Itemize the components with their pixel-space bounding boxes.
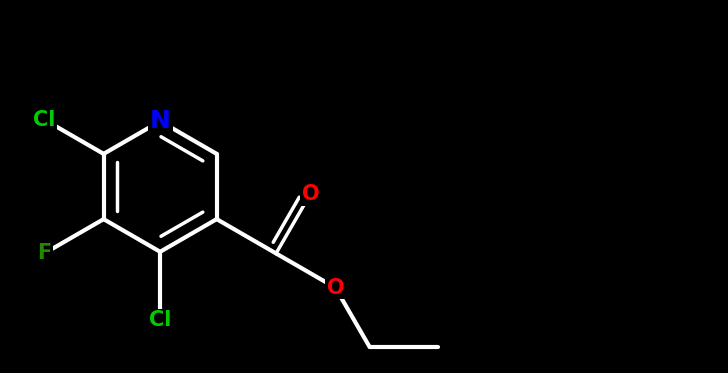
Text: O: O bbox=[301, 184, 319, 204]
Text: Cl: Cl bbox=[33, 110, 55, 129]
Text: N: N bbox=[150, 109, 170, 133]
Text: Cl: Cl bbox=[149, 310, 171, 330]
Text: F: F bbox=[37, 244, 52, 263]
Text: O: O bbox=[327, 278, 344, 298]
